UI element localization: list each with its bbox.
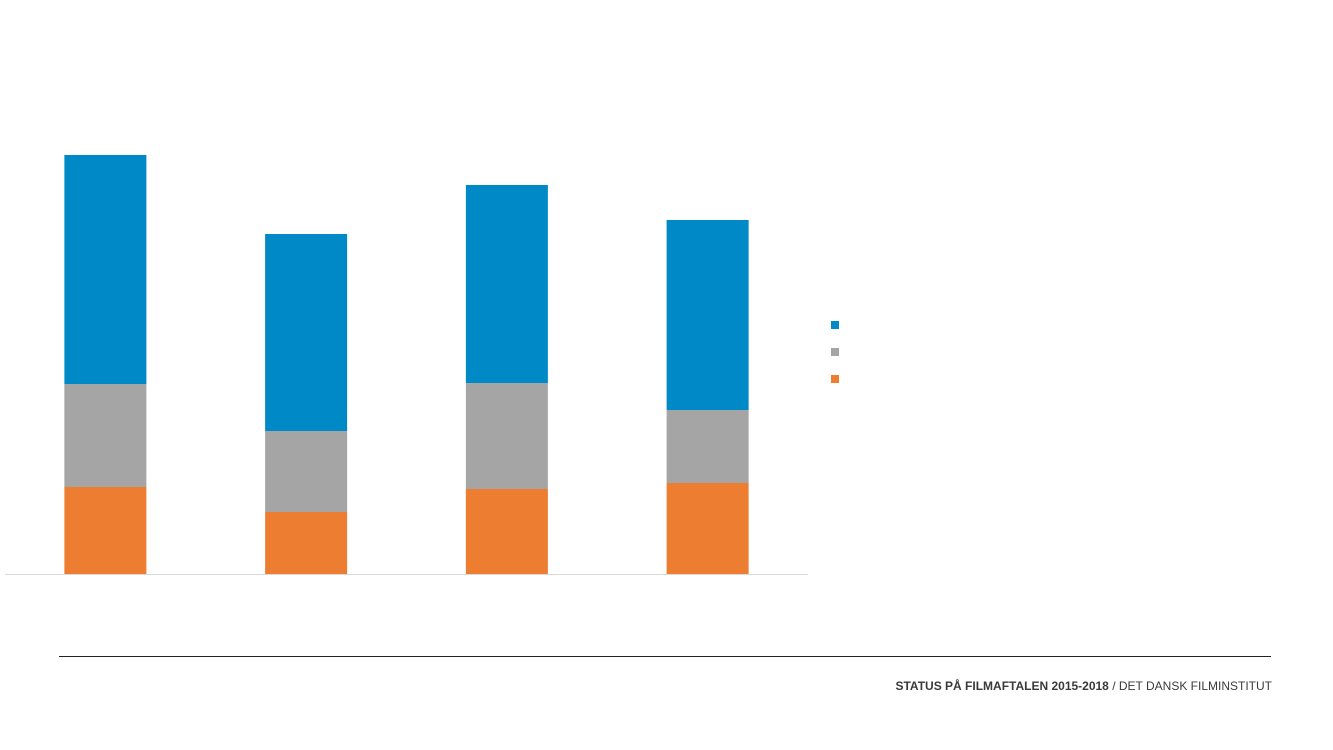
bar-segment — [465, 489, 548, 574]
bar-segment — [666, 483, 749, 574]
footer-source: / DET DANSK FILMINSTITUT — [1112, 679, 1272, 693]
footer: STATUS PÅ FILMAFTALEN 2015-2018 / DET DA… — [895, 678, 1272, 693]
bar-segment — [265, 234, 348, 431]
bar-segment — [666, 410, 749, 483]
legend-swatch — [831, 321, 839, 329]
bar-segment — [265, 431, 348, 512]
bar-segment — [666, 220, 749, 410]
legend-swatch — [831, 348, 839, 356]
bar-segment — [265, 512, 348, 574]
bar-segment — [64, 384, 147, 487]
bar-segment — [465, 383, 548, 489]
bar-segment — [64, 155, 147, 384]
legend-swatch — [831, 375, 839, 383]
footer-title: STATUS PÅ FILMAFTALEN 2015-2018 — [895, 678, 1109, 693]
bar-segment — [64, 487, 147, 574]
bar-segment — [465, 185, 548, 383]
